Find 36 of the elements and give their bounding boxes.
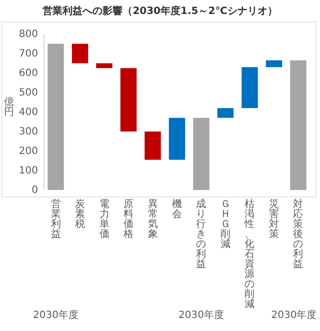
x-tick-label: 炭素税 (75, 198, 86, 230)
text: 2030年度 (178, 309, 224, 321)
bar (266, 60, 282, 68)
x-tick-label: 営業利益 (50, 198, 61, 240)
x-tick-label: 対応策後の利益 (293, 198, 304, 270)
bar (96, 63, 112, 68)
y-tick-label: 500 (18, 88, 38, 99)
x-tick-label: 機会 (172, 198, 182, 220)
x-tick-label: 電力単価 (99, 199, 110, 240)
y-tick-label: 300 (18, 126, 38, 138)
x-tick-label: 成り行きの利益 (196, 198, 206, 270)
bar (290, 60, 306, 190)
bar (193, 118, 210, 190)
y-tick-label: 100 (18, 166, 38, 177)
x-tick-label: ＧＨＧ削減 (220, 199, 230, 250)
text: 2030年度 (271, 309, 317, 321)
bar (72, 44, 88, 64)
x-tick-label: 原料価格 (122, 199, 134, 240)
y-tick-label: 0 (32, 185, 38, 196)
y-tick-label: 600 (18, 68, 38, 80)
text: 2030年度 (33, 309, 78, 321)
bar (242, 67, 258, 108)
bar (168, 118, 186, 160)
bar (48, 44, 64, 190)
y-tick-label: 200 (18, 146, 38, 158)
category-label: 枯渇性、化石資源の削減 (244, 199, 255, 310)
bar (217, 108, 234, 118)
chart-title: 営業利益への影響（2030年度1.5～2℃シナリオ） (42, 5, 278, 17)
x-tick-label: 災害対策 (268, 198, 279, 240)
y-tick-label: 700 (18, 48, 38, 60)
bar (120, 68, 137, 132)
y-tick-label: 400 (18, 107, 38, 118)
y-axis-title: 億円 (4, 96, 14, 118)
bar (144, 132, 161, 160)
x-tick-label: 異常気象 (148, 199, 158, 240)
y-tick-label: 800 (18, 29, 38, 40)
